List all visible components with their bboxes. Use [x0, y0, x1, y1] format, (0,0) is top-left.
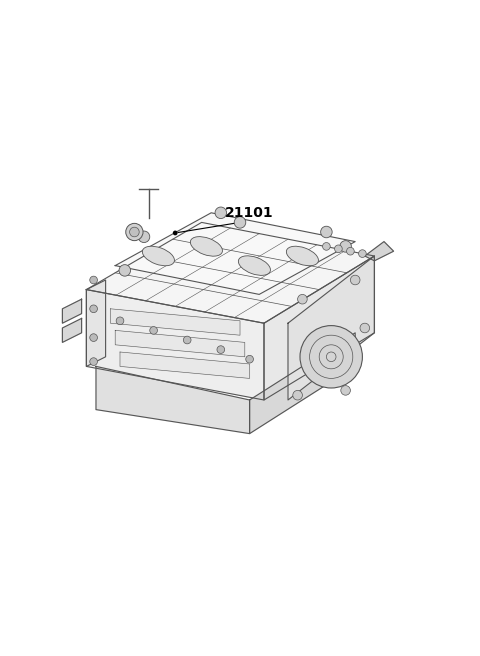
Ellipse shape — [143, 246, 174, 266]
Circle shape — [340, 241, 351, 252]
Text: 21101: 21101 — [225, 206, 274, 220]
Circle shape — [298, 295, 307, 304]
Circle shape — [300, 325, 362, 388]
Polygon shape — [86, 222, 374, 323]
Circle shape — [173, 230, 178, 236]
Circle shape — [359, 250, 366, 257]
Circle shape — [347, 247, 354, 255]
Circle shape — [126, 223, 143, 241]
Polygon shape — [115, 213, 355, 295]
Circle shape — [215, 207, 227, 218]
Circle shape — [323, 243, 330, 250]
Polygon shape — [120, 352, 250, 379]
Polygon shape — [86, 289, 264, 400]
Polygon shape — [62, 318, 82, 342]
Circle shape — [321, 226, 332, 237]
Circle shape — [341, 386, 350, 395]
Circle shape — [183, 336, 191, 344]
Polygon shape — [250, 333, 355, 434]
Polygon shape — [264, 256, 374, 400]
Ellipse shape — [191, 237, 222, 256]
Polygon shape — [365, 241, 394, 261]
Ellipse shape — [239, 256, 270, 276]
Circle shape — [293, 390, 302, 400]
Circle shape — [335, 245, 342, 253]
Circle shape — [360, 323, 370, 333]
Polygon shape — [110, 309, 240, 335]
Circle shape — [150, 327, 157, 335]
Circle shape — [246, 356, 253, 363]
Circle shape — [350, 276, 360, 285]
Polygon shape — [86, 280, 106, 367]
Circle shape — [90, 358, 97, 365]
Circle shape — [90, 305, 97, 313]
Polygon shape — [96, 367, 250, 434]
Polygon shape — [115, 331, 245, 357]
Circle shape — [90, 334, 97, 341]
Circle shape — [217, 346, 225, 354]
Polygon shape — [288, 256, 374, 400]
Circle shape — [116, 317, 124, 325]
Ellipse shape — [287, 246, 318, 266]
Circle shape — [119, 264, 131, 276]
Circle shape — [90, 276, 97, 284]
Polygon shape — [62, 299, 82, 323]
Circle shape — [130, 227, 139, 237]
Circle shape — [138, 231, 150, 243]
Circle shape — [234, 216, 246, 228]
